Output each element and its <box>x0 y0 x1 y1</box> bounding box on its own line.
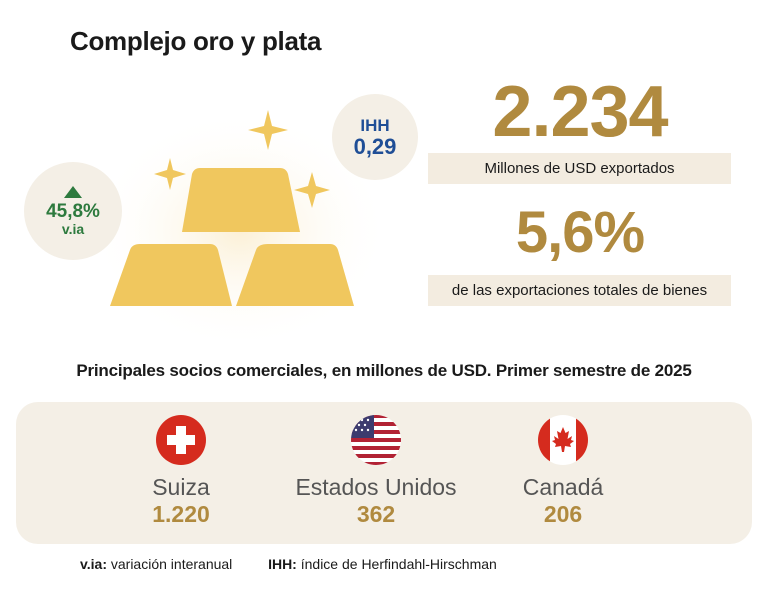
via-key: v.ia: <box>80 556 107 572</box>
sparkle-icon <box>154 158 186 190</box>
gold-bar-top-icon <box>182 168 300 232</box>
canada-flag-icon <box>538 415 588 465</box>
partner-value: 1.220 <box>152 501 210 527</box>
partners-panel: Suiza 1.220 Estados Unidos 362 <box>16 402 752 544</box>
partner-name: Canadá <box>522 474 604 500</box>
via-text: variación interanual <box>110 556 233 572</box>
usa-flag-icon <box>351 415 401 465</box>
ihh-text: índice de Herfindahl-Hirschman <box>300 556 497 572</box>
gold-bars-illustration <box>90 110 390 340</box>
variation-label: v.ia <box>61 220 85 237</box>
partners-subtitle: Principales socios comerciales, en millo… <box>76 361 692 380</box>
ihh-label: IHH <box>360 115 390 135</box>
arrow-up-icon <box>64 185 82 198</box>
sparkle-icon <box>248 110 288 150</box>
partner-estados-unidos: Estados Unidos 362 <box>266 414 486 528</box>
partner-suiza: Suiza 1.220 <box>71 414 291 528</box>
partner-name: Suiza <box>152 474 210 500</box>
partner-canada: Canadá 206 <box>453 414 673 528</box>
gold-bar-left-icon <box>110 244 232 306</box>
footer-legend: v.ia: variación interanual IHH: índice d… <box>80 556 497 572</box>
ihh-value: 0,29 <box>353 133 397 159</box>
swiss-flag-icon <box>156 415 206 465</box>
variation-badge: 45,8% v.ia <box>24 162 122 260</box>
exports-label: Millones de USD exportados <box>428 153 731 184</box>
share-value: 5,6% <box>515 200 645 265</box>
gold-bar-right-icon <box>236 244 354 306</box>
partner-value: 362 <box>356 501 396 527</box>
hero-section <box>90 110 390 340</box>
page-title: Complejo oro y plata <box>70 26 322 56</box>
variation-value: 45,8% <box>46 200 100 222</box>
partner-name: Estados Unidos <box>295 474 457 500</box>
ihh-badge: IHH 0,29 <box>332 94 418 180</box>
partner-value: 206 <box>543 501 583 527</box>
exports-value: 2.234 <box>492 72 668 152</box>
ihh-key: IHH: <box>268 556 297 572</box>
sparkle-icon <box>294 172 330 208</box>
share-label: de las exportaciones totales de bienes <box>428 275 731 306</box>
